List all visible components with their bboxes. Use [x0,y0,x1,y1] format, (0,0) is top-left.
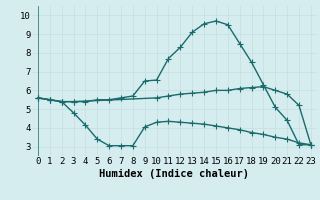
X-axis label: Humidex (Indice chaleur): Humidex (Indice chaleur) [100,169,249,179]
